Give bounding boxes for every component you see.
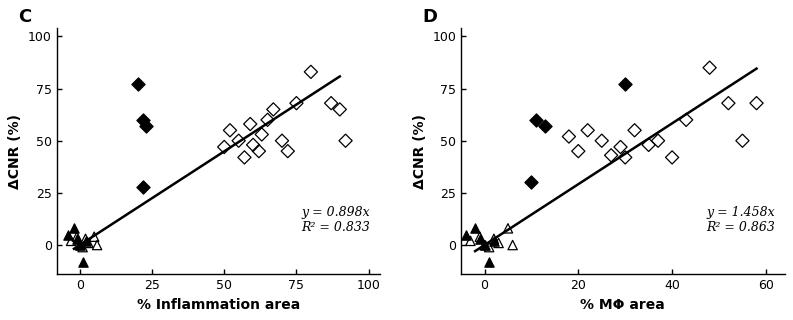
Point <box>255 132 268 137</box>
Point <box>276 138 289 143</box>
Point <box>459 232 472 237</box>
Point <box>666 155 679 160</box>
Point <box>581 128 594 133</box>
Point <box>137 117 150 123</box>
Point <box>76 244 89 250</box>
Point <box>282 148 294 154</box>
Point <box>614 144 626 149</box>
Text: y = 0.898x
R² = 0.833: y = 0.898x R² = 0.833 <box>301 206 370 234</box>
Point <box>619 82 631 87</box>
Point <box>252 148 265 154</box>
Point <box>680 117 692 123</box>
Point <box>722 100 735 106</box>
Point <box>483 259 496 264</box>
Point <box>224 128 236 133</box>
Point <box>473 234 486 239</box>
Text: y = 1.458x
R² = 0.863: y = 1.458x R² = 0.863 <box>706 206 775 234</box>
Point <box>71 234 83 239</box>
Point <box>605 153 618 158</box>
Point <box>74 243 86 248</box>
Point <box>703 65 716 70</box>
Point <box>628 128 641 133</box>
Point <box>71 236 83 241</box>
Point <box>506 243 519 248</box>
Point <box>642 142 655 148</box>
Point <box>238 155 251 160</box>
Point <box>488 236 500 241</box>
Point <box>131 82 144 87</box>
Point <box>305 69 317 75</box>
Point <box>247 142 259 148</box>
Point <box>488 238 500 244</box>
Text: C: C <box>17 8 31 26</box>
Y-axis label: ΔCNR (%): ΔCNR (%) <box>413 114 427 189</box>
Point <box>619 155 631 160</box>
Point <box>140 124 152 129</box>
Point <box>492 240 505 245</box>
Point <box>232 138 245 143</box>
Point <box>261 117 274 123</box>
Point <box>333 107 346 112</box>
Point <box>67 226 80 231</box>
Point <box>572 148 584 154</box>
Point <box>62 232 75 237</box>
Point <box>473 236 486 241</box>
Point <box>483 244 496 250</box>
Point <box>325 100 338 106</box>
Point <box>502 226 515 231</box>
Point <box>290 100 303 106</box>
Point <box>525 180 538 185</box>
Point <box>539 124 552 129</box>
Point <box>137 184 150 189</box>
Point <box>79 236 92 241</box>
Point <box>90 243 103 248</box>
Point <box>530 117 542 123</box>
Point <box>82 240 94 245</box>
Point <box>218 144 231 149</box>
Point <box>596 138 608 143</box>
Point <box>244 122 257 127</box>
Point <box>562 134 575 139</box>
Point <box>339 138 352 143</box>
Point <box>652 138 665 143</box>
Point <box>750 100 763 106</box>
X-axis label: % Inflammation area: % Inflammation area <box>137 298 300 312</box>
Point <box>267 107 280 112</box>
Point <box>478 243 491 248</box>
Point <box>76 259 89 264</box>
Point <box>469 226 481 231</box>
X-axis label: % MΦ area: % MΦ area <box>580 298 665 312</box>
Point <box>79 238 92 244</box>
Point <box>88 234 101 239</box>
Text: D: D <box>422 8 437 26</box>
Y-axis label: ΔCNR (%): ΔCNR (%) <box>9 114 22 189</box>
Point <box>74 243 86 248</box>
Point <box>464 238 477 244</box>
Point <box>736 138 749 143</box>
Point <box>65 238 78 244</box>
Point <box>478 243 491 248</box>
